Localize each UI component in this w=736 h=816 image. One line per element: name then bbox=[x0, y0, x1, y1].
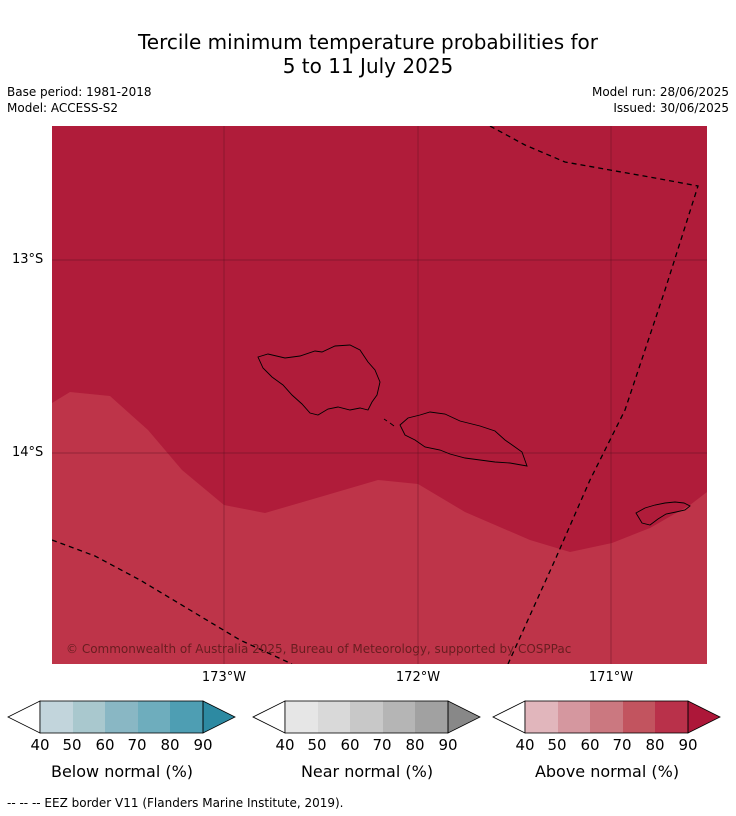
manono-apolima bbox=[383, 418, 395, 427]
map-canvas[interactable] bbox=[0, 0, 736, 700]
copyright-notice: © Commonwealth of Australia 2025, Bureau… bbox=[66, 642, 572, 656]
tick-above-50: 50 bbox=[547, 736, 567, 754]
chart-title: Tercile minimum temperature probabilitie… bbox=[0, 30, 736, 78]
tick-near-70: 70 bbox=[372, 736, 392, 754]
colorbar-above-normal bbox=[492, 700, 721, 734]
lon-label-171w: 171°W bbox=[588, 670, 634, 685]
issued-date: Issued: 30/06/2025 bbox=[613, 101, 729, 115]
tick-above-90: 90 bbox=[678, 736, 698, 754]
region-above-80 bbox=[52, 392, 707, 664]
tick-below-50: 50 bbox=[62, 736, 82, 754]
title-line-1: Tercile minimum temperature probabilitie… bbox=[137, 30, 599, 54]
lon-label-172w: 172°W bbox=[395, 670, 441, 685]
lon-label-173w: 173°W bbox=[201, 670, 247, 685]
tick-near-60: 60 bbox=[340, 736, 360, 754]
meta-right: Model run: 28/06/2025 Issued: 30/06/2025 bbox=[592, 84, 729, 116]
tutuila-island bbox=[635, 501, 691, 526]
tick-above-40: 40 bbox=[515, 736, 535, 754]
legend-label-near: Near normal (%) bbox=[300, 762, 434, 781]
tick-below-70: 70 bbox=[127, 736, 147, 754]
title-line-2: 5 to 11 July 2025 bbox=[282, 54, 454, 78]
tick-below-40: 40 bbox=[30, 736, 50, 754]
model-run: Model run: 28/06/2025 bbox=[591, 85, 729, 99]
legend-label-below: Below normal (%) bbox=[50, 762, 194, 781]
grid-lines bbox=[52, 126, 707, 664]
tick-above-80: 80 bbox=[645, 736, 665, 754]
tick-near-90: 90 bbox=[438, 736, 458, 754]
legend-label-above: Above normal (%) bbox=[534, 762, 680, 781]
tick-near-50: 50 bbox=[307, 736, 327, 754]
tick-above-60: 60 bbox=[580, 736, 600, 754]
lat-label-14s: 14°S bbox=[12, 445, 44, 460]
tick-near-40: 40 bbox=[275, 736, 295, 754]
lat-label-13s: 13°S bbox=[12, 252, 44, 267]
colorbar-below-normal bbox=[7, 700, 236, 734]
eez-border bbox=[52, 126, 699, 664]
colorbar-legends bbox=[7, 700, 721, 734]
upolu-island bbox=[399, 411, 528, 467]
coastlines bbox=[257, 344, 691, 526]
tick-above-70: 70 bbox=[612, 736, 632, 754]
tick-below-90: 90 bbox=[193, 736, 213, 754]
savaii-island bbox=[257, 344, 381, 416]
base-period: Base period: 1981-2018 bbox=[7, 85, 152, 99]
meta-left: Base period: 1981-2018 Model: ACCESS-S2 bbox=[7, 84, 152, 116]
model-name: Model: ACCESS-S2 bbox=[7, 101, 119, 115]
tick-below-60: 60 bbox=[95, 736, 115, 754]
tick-near-80: 80 bbox=[405, 736, 425, 754]
colorbar-near-normal bbox=[252, 700, 481, 734]
tick-below-80: 80 bbox=[160, 736, 180, 754]
eez-footnote: -- -- -- EEZ border V11 (Flanders Marine… bbox=[7, 796, 344, 810]
